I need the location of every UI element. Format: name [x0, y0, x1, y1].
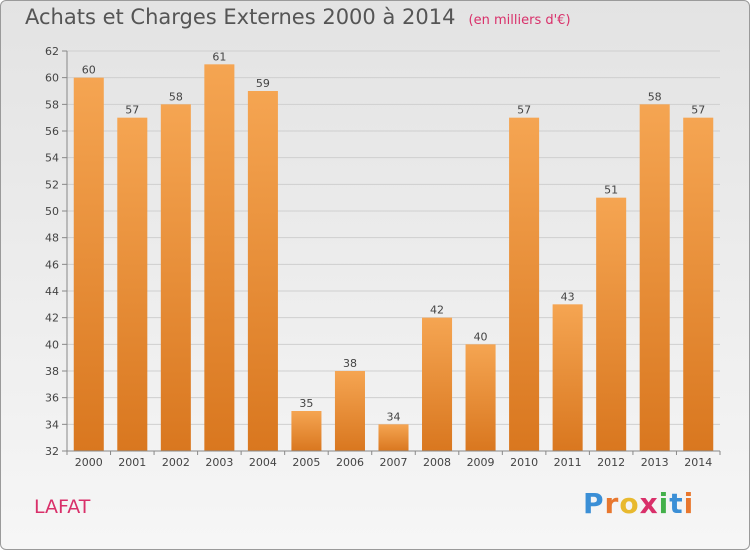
logo-letter: r: [604, 487, 620, 520]
chart-unit: (en milliers d'€): [468, 13, 571, 28]
y-tick-label: 34: [45, 418, 59, 431]
logo-letter: i: [683, 487, 695, 520]
bar[interactable]: [73, 77, 104, 452]
y-tick-label: 54: [45, 152, 59, 165]
x-tick-label: 2002: [162, 456, 190, 469]
y-tick-label: 56: [45, 125, 59, 138]
bar[interactable]: [204, 64, 235, 452]
data-label: 57: [125, 104, 139, 117]
proxiti-logo[interactable]: Proxiti: [583, 487, 694, 520]
y-tick-label: 36: [45, 392, 59, 405]
data-label: 35: [299, 397, 313, 410]
y-tick-label: 50: [45, 205, 59, 218]
y-tick-label: 44: [45, 285, 59, 298]
bar[interactable]: [465, 344, 496, 451]
x-tick-label: 2006: [336, 456, 364, 469]
bar[interactable]: [422, 317, 453, 451]
data-label: 40: [474, 330, 488, 343]
data-label: 59: [256, 77, 270, 90]
x-tick-label: 2010: [510, 456, 538, 469]
bar[interactable]: [596, 197, 627, 451]
y-tick-label: 62: [45, 45, 59, 58]
data-label: 57: [517, 104, 531, 117]
x-tick-label: 2014: [684, 456, 712, 469]
bar[interactable]: [552, 304, 583, 451]
logo-letter: o: [619, 487, 640, 520]
bar[interactable]: [639, 104, 670, 451]
bar[interactable]: [378, 424, 409, 451]
x-tick-label: 2013: [641, 456, 669, 469]
place-name: LAFAT: [34, 496, 91, 518]
x-tick-label: 2003: [205, 456, 233, 469]
data-label: 38: [343, 357, 357, 370]
y-tick-label: 42: [45, 312, 59, 325]
data-label: 51: [604, 184, 618, 197]
data-label: 58: [648, 90, 662, 103]
y-tick-label: 46: [45, 258, 59, 271]
title-block: Achats et Charges Externes 2000 à 2014 (…: [25, 5, 571, 29]
bar[interactable]: [509, 117, 540, 452]
bar[interactable]: [117, 117, 148, 452]
bar[interactable]: [683, 117, 714, 452]
x-tick-label: 2012: [597, 456, 625, 469]
chart-title: Achats et Charges Externes 2000 à 2014: [25, 5, 456, 29]
logo-letter: x: [639, 487, 659, 520]
x-tick-label: 2008: [423, 456, 451, 469]
x-tick-label: 2009: [467, 456, 495, 469]
bar[interactable]: [291, 411, 322, 451]
data-label: 34: [387, 410, 401, 423]
bar[interactable]: [160, 104, 191, 451]
data-label: 57: [691, 104, 705, 117]
y-tick-label: 40: [45, 338, 59, 351]
y-tick-label: 52: [45, 178, 59, 191]
y-tick-label: 60: [45, 72, 59, 85]
y-tick-label: 32: [45, 445, 59, 458]
y-tick-label: 58: [45, 98, 59, 111]
y-tick-label: 48: [45, 232, 59, 245]
logo-letter: i: [658, 487, 670, 520]
x-tick-label: 2005: [292, 456, 320, 469]
x-tick-label: 2000: [75, 456, 103, 469]
data-label: 43: [561, 290, 575, 303]
data-label: 61: [212, 50, 226, 63]
labels: 32 34 36 38 40 42 44 46 48 50 52 54 56 58 60 62 60 2000 57…: [45, 45, 712, 469]
bars: [73, 64, 714, 452]
bar[interactable]: [334, 371, 365, 451]
x-tick-label: 2011: [554, 456, 582, 469]
logo-letter: P: [583, 487, 605, 520]
axes: [62, 50, 721, 455]
x-tick-label: 2001: [118, 456, 146, 469]
data-label: 42: [430, 304, 444, 317]
x-tick-label: 2007: [380, 456, 408, 469]
data-label: 60: [82, 64, 96, 77]
y-tick-label: 38: [45, 365, 59, 378]
logo-letter: t: [669, 487, 684, 520]
bar[interactable]: [247, 91, 278, 451]
data-label: 58: [169, 90, 183, 103]
x-tick-label: 2004: [249, 456, 277, 469]
